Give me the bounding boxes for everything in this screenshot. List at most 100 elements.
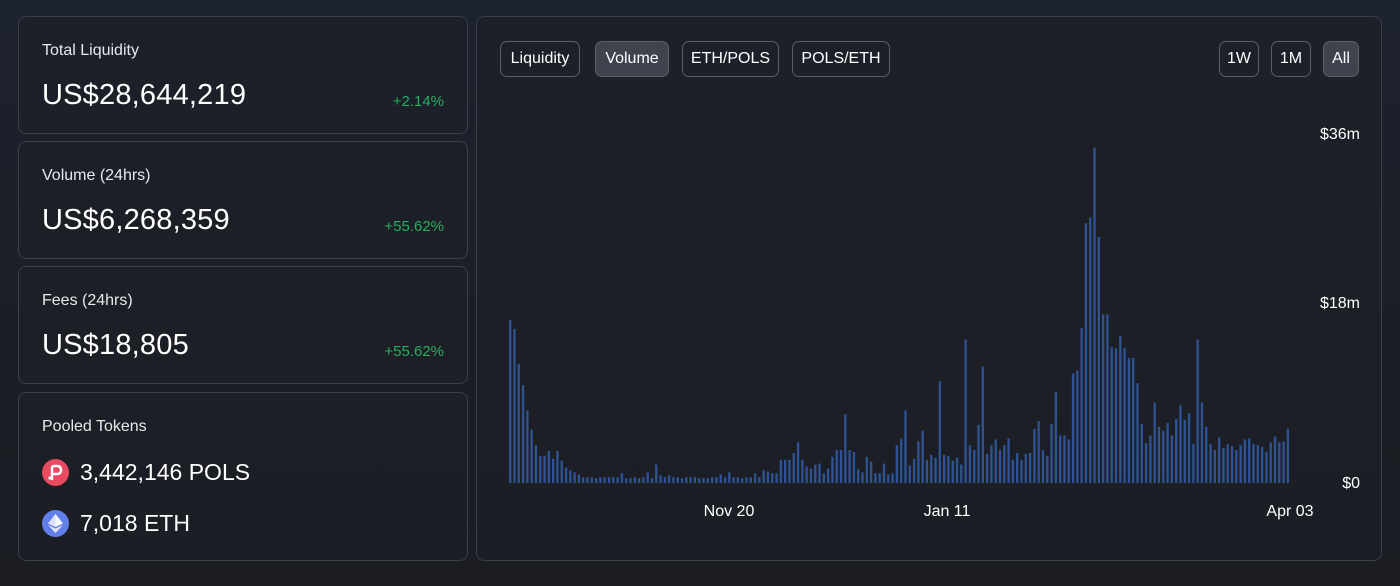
volume-bar xyxy=(517,363,520,483)
volume-bar xyxy=(663,477,667,483)
volume-bar xyxy=(732,477,735,483)
volume-bar xyxy=(900,438,903,483)
volume-bar xyxy=(1166,422,1169,483)
volume-bar xyxy=(616,477,619,483)
volume-bar xyxy=(689,477,692,483)
volume-bar xyxy=(835,450,838,483)
volume-bar xyxy=(912,458,916,483)
total-liquidity-card: Total Liquidity US$28,644,219 +2.14% xyxy=(18,16,468,134)
volume-bar xyxy=(1252,444,1255,483)
volume-bar xyxy=(1076,370,1079,483)
volume-bar xyxy=(1101,314,1105,483)
volume-bar xyxy=(1089,217,1092,483)
tab-pols-eth[interactable]: POLS/ETH xyxy=(792,41,890,77)
volume-bar xyxy=(1016,452,1019,483)
volume-card: Volume (24hrs) US$6,268,359 +55.62% xyxy=(18,141,468,259)
volume-bar xyxy=(1269,442,1272,483)
volume-bar xyxy=(930,454,933,483)
volume-bar xyxy=(723,477,727,483)
tab-liquidity[interactable]: Liquidity xyxy=(500,41,580,77)
tab-volume[interactable]: Volume xyxy=(595,41,669,77)
volume-bar xyxy=(693,477,697,483)
volume-bar xyxy=(942,454,946,483)
volume-bar xyxy=(1144,443,1148,483)
volume-bar xyxy=(1174,419,1178,483)
volume-bar xyxy=(1256,445,1259,483)
volume-bar xyxy=(1235,450,1238,483)
volume-bar xyxy=(934,457,937,483)
volume-bar xyxy=(861,472,864,483)
volume-bar xyxy=(607,477,611,483)
volume-bar xyxy=(702,478,705,483)
volume-bar xyxy=(680,478,684,483)
volume-bar xyxy=(1260,447,1264,483)
volume-bar xyxy=(642,477,645,483)
x-tick-label: Nov 20 xyxy=(704,503,755,520)
volume-bar xyxy=(1278,442,1281,483)
volume-bar xyxy=(1063,435,1066,483)
volume-bar xyxy=(1011,459,1015,483)
range-1w-button[interactable]: 1W xyxy=(1219,41,1259,77)
volume-bar xyxy=(612,477,615,483)
volume-bar xyxy=(1200,402,1204,483)
volume-bar xyxy=(1157,426,1161,483)
volume-bar xyxy=(947,455,950,483)
fees-card: Fees (24hrs) US$18,805 +55.62% xyxy=(18,266,468,384)
volume-bar xyxy=(865,456,868,483)
volume-bar xyxy=(509,320,512,483)
volume-bar xyxy=(1110,347,1113,483)
volume-bar xyxy=(629,478,632,483)
volume-bar xyxy=(814,464,817,483)
volume-bar xyxy=(715,477,718,483)
volume-bar xyxy=(1248,438,1251,483)
volume-bar xyxy=(1007,438,1010,483)
volume-bar xyxy=(1071,373,1075,483)
volume-bar xyxy=(955,457,959,483)
volume-bar xyxy=(1213,450,1217,483)
volume-bar xyxy=(1136,383,1139,483)
pooled-tokens-label: Pooled Tokens xyxy=(42,418,147,435)
volume-bar xyxy=(577,474,581,483)
volume-bar xyxy=(1041,450,1045,483)
volume-bar xyxy=(1153,402,1156,483)
volume-bar xyxy=(848,450,851,483)
volume-bar xyxy=(938,381,942,483)
volume-bar xyxy=(792,452,795,483)
volume-bar xyxy=(620,473,624,483)
volume-bar xyxy=(1020,459,1023,483)
volume-bar xyxy=(1054,391,1058,483)
volume-bar xyxy=(676,477,679,483)
volume-bar-chart: $36m $18m $0 Nov 20 Jan 11 Apr 03 xyxy=(509,126,1360,520)
volume-bar xyxy=(1127,357,1131,483)
volume-bar xyxy=(556,451,559,483)
volume-bar xyxy=(586,477,589,483)
eth-token-row: 7,018 ETH xyxy=(42,510,190,537)
total-liquidity-value: US$28,644,219 xyxy=(42,79,247,111)
volume-bar xyxy=(1058,435,1062,483)
volume-bar xyxy=(710,477,714,483)
volume-bar xyxy=(1162,430,1165,483)
volume-bar xyxy=(981,366,984,483)
volume-bar xyxy=(1183,419,1186,483)
volume-bar xyxy=(887,474,890,483)
volume-bar xyxy=(1037,420,1040,483)
fees-label: Fees (24hrs) xyxy=(42,292,133,309)
volume-bar xyxy=(917,441,920,483)
volume-bar xyxy=(1205,426,1208,483)
volume-bar xyxy=(1149,435,1152,483)
volume-bar xyxy=(766,471,770,483)
volume-bar xyxy=(1243,439,1247,484)
volume-bar xyxy=(990,445,993,483)
volume-bar xyxy=(869,461,873,483)
range-1m-button[interactable]: 1M xyxy=(1271,41,1311,77)
volume-bar xyxy=(659,475,662,483)
range-all-button[interactable]: All xyxy=(1323,41,1359,77)
volume-bar xyxy=(513,328,516,483)
tab-eth-pols[interactable]: ETH/POLS xyxy=(682,41,779,77)
volume-bar xyxy=(736,477,740,483)
bar-series xyxy=(509,147,1290,484)
volume-bar xyxy=(758,477,761,483)
volume-bar xyxy=(882,463,886,483)
volume-label: Volume (24hrs) xyxy=(42,167,151,184)
volume-bar xyxy=(809,468,813,483)
